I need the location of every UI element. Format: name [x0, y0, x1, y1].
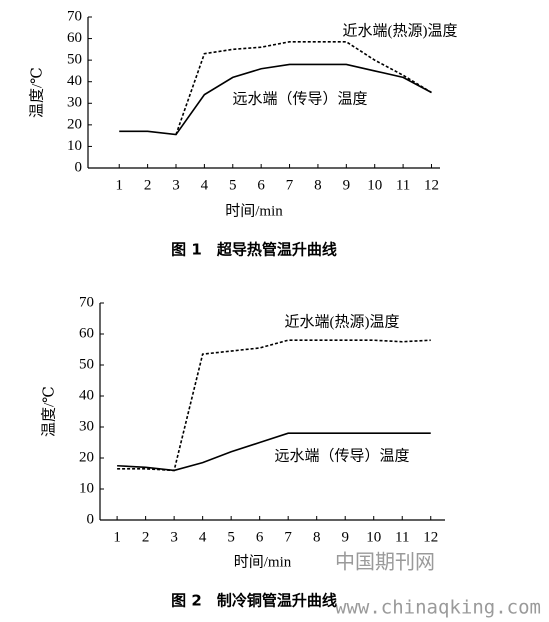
y-tick-label: 20: [79, 449, 94, 465]
x-tick-label: 1: [113, 529, 121, 545]
x-tick-label: 6: [256, 529, 264, 545]
x-tick-label: 7: [284, 529, 292, 545]
x-tick-label: 12: [424, 177, 439, 193]
y-tick-label: 30: [79, 418, 94, 434]
x-tick-label: 9: [343, 177, 351, 193]
y-tick-label: 40: [67, 73, 82, 89]
watermark-url: www.chinaqking.com: [335, 597, 541, 619]
y-tick-label: 50: [67, 52, 82, 68]
x-tick-label: 11: [396, 177, 410, 193]
x-tick-label: 5: [227, 529, 235, 545]
x-tick-label: 3: [170, 529, 178, 545]
y-tick-label: 50: [79, 356, 94, 372]
x-axis-label: 时间/min: [225, 202, 283, 219]
x-tick-label: 4: [199, 529, 207, 545]
x-tick-label: 7: [286, 177, 294, 193]
series-label: 近水端(热源)温度: [343, 22, 458, 39]
y-tick-label: 0: [87, 511, 95, 527]
x-tick-label: 10: [366, 529, 381, 545]
y-tick-label: 30: [67, 95, 82, 111]
x-tick-label: 10: [367, 177, 382, 193]
y-tick-label: 60: [79, 325, 94, 341]
series-line: [175, 41, 432, 135]
caption: 图 2 制冷铜管温升曲线: [171, 592, 337, 610]
x-tick-label: 8: [313, 529, 321, 545]
x-tick-label: 11: [395, 529, 409, 545]
series-label: 远水端（传导）温度: [274, 447, 409, 464]
y-axis-label: 温度/℃: [40, 386, 57, 437]
series-label: 远水端（传导）温度: [232, 90, 367, 107]
y-tick-label: 70: [67, 8, 82, 24]
x-tick-label: 1: [115, 177, 123, 193]
y-tick-label: 0: [75, 159, 83, 175]
y-tick-label: 60: [67, 30, 82, 46]
y-tick-label: 70: [79, 294, 94, 310]
x-tick-label: 2: [144, 177, 152, 193]
series-line: [119, 63, 432, 136]
y-tick-label: 10: [79, 480, 94, 496]
x-tick-label: 12: [423, 529, 438, 545]
x-tick-label: 8: [314, 177, 322, 193]
y-tick-label: 40: [79, 387, 94, 403]
series-line: [117, 432, 431, 472]
caption: 图 1 超导热管温升曲线: [171, 241, 337, 259]
x-tick-label: 5: [229, 177, 237, 193]
y-tick-label: 20: [67, 116, 82, 132]
x-axis-label: 时间/min: [234, 553, 292, 570]
series-label: 近水端(热源)温度: [285, 313, 400, 330]
x-tick-label: 2: [142, 529, 150, 545]
watermark-site: 中国期刊网: [335, 551, 435, 574]
x-tick-label: 9: [341, 529, 349, 545]
x-tick-label: 3: [172, 177, 180, 193]
x-tick-label: 6: [257, 177, 265, 193]
x-tick-label: 4: [201, 177, 209, 193]
y-tick-label: 10: [67, 138, 82, 154]
y-axis-label: 温度/℃: [28, 67, 45, 118]
